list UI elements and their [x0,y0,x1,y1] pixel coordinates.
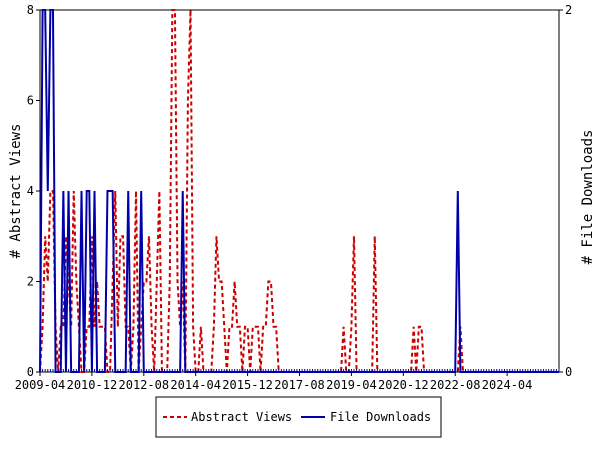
y-tick-label-left: 2 [27,275,34,289]
x-tick-label: 2017-08 [274,378,325,392]
y-tick-label-right: 2 [565,3,572,17]
x-tick-label: 2010-12 [67,378,118,392]
x-tick-label: 2015-12 [222,378,273,392]
y-tick-label-left: 4 [27,184,34,198]
legend-box [155,396,442,438]
y-tick-label-left: 8 [27,3,34,17]
legend-label-file-downloads: File Downloads [330,410,431,424]
legend-label-abstract-views: Abstract Views [191,410,292,424]
axis-layer: 0 2 4 6 8 0 2 2009-04 2010-12 2012-08 2014-04 2015-… [15,3,573,392]
y-tick-label-left: 0 [27,365,34,379]
y-axis-label-left: # Abstract Views [8,124,24,259]
x-tick-label: 2019-04 [326,378,377,392]
x-tick-label: 2022-08 [430,378,481,392]
y-tick-label-left: 6 [27,94,34,108]
x-tick-label: 2020-12 [378,378,429,392]
x-tick-label: 2024-04 [482,378,533,392]
y-axis-label-right: # File Downloads [580,130,596,265]
x-tick-label: 2012-08 [119,378,170,392]
x-tick-label: 2014-04 [170,378,221,392]
y-tick-label-right: 0 [565,365,572,379]
legend: Abstract Views File Downloads [155,396,442,438]
x-tick-label: 2009-04 [15,378,66,392]
